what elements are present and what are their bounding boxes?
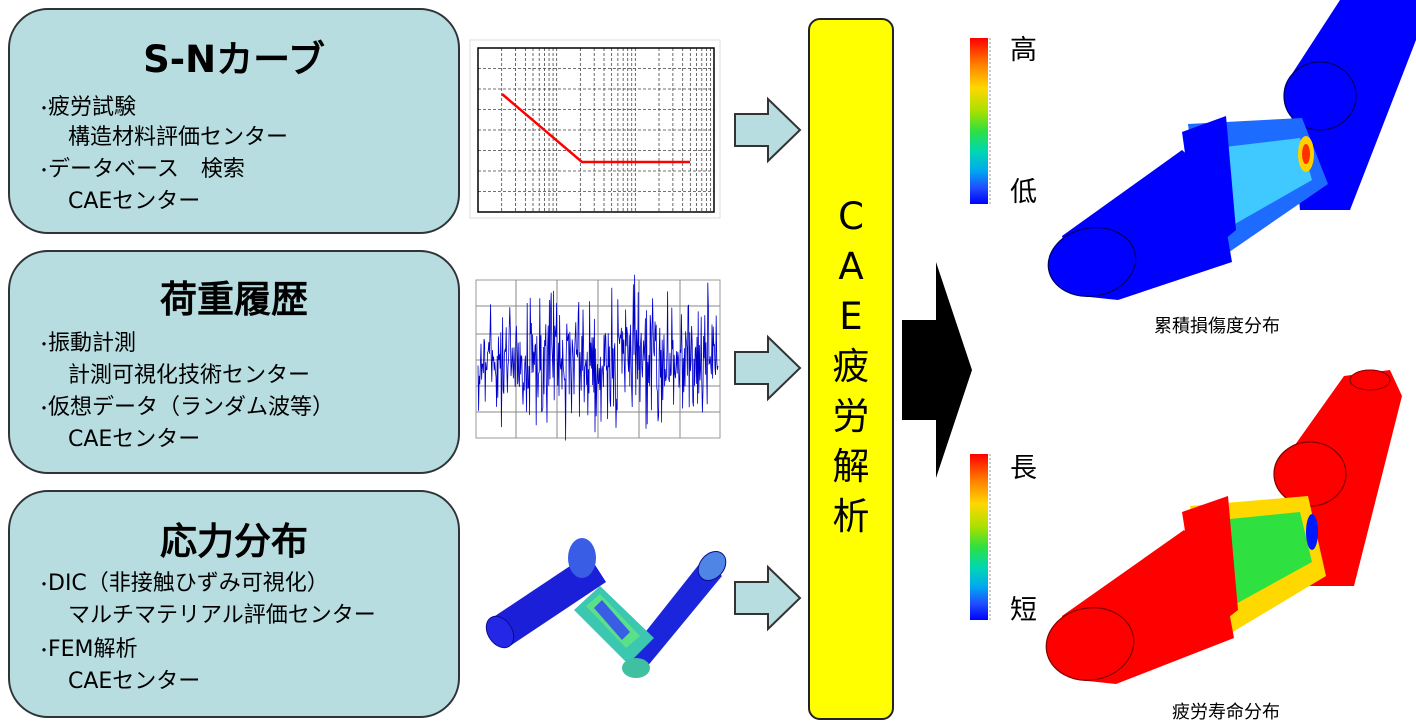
- load-line-3: 仮想データ（ランダム波等）: [36, 394, 334, 423]
- input-arrow-load: [734, 334, 802, 402]
- sn-line-3: データベース 検索: [36, 156, 245, 185]
- input-arrow-stress: [734, 564, 802, 632]
- output-arrow: [902, 262, 972, 478]
- damage-high-label: 高: [1010, 35, 1037, 66]
- cae-fatigue-analysis-box: C A E 疲 労 解 析: [808, 18, 894, 720]
- sn-curve-graph: [469, 39, 721, 219]
- fatigue-life-caption: 疲労寿命分布: [1172, 702, 1280, 723]
- cae-char-7: 析: [832, 495, 870, 538]
- cumulative-damage-model: [1047, 0, 1416, 300]
- cae-char-3: E: [839, 295, 863, 338]
- stress-distribution-panel: 応力分布 DIC（非接触ひずみ可視化） マルチマテリアル評価センター FEM解析…: [8, 490, 460, 718]
- stress-distribution-title: 応力分布: [160, 520, 308, 563]
- random-load-signal: [477, 274, 719, 441]
- sn-line-4: CAEセンター: [68, 189, 201, 214]
- sn-line-1: 疲労試験: [36, 94, 136, 123]
- load-line-1: 振動計測: [36, 330, 136, 359]
- life-low-label: 短: [1010, 595, 1037, 626]
- cae-char-6: 解: [832, 445, 870, 488]
- sn-curve-title: S-Nカーブ: [143, 38, 325, 81]
- cumulative-damage-caption: 累積損傷度分布: [1154, 316, 1280, 337]
- damage-color-scale: [970, 38, 991, 204]
- stress-line-1: DIC（非接触ひずみ可視化）: [36, 570, 329, 599]
- stress-line-2: マルチマテリアル評価センター: [68, 603, 376, 628]
- cae-char-2: A: [838, 245, 864, 288]
- life-color-scale: [970, 454, 991, 620]
- load-line-2: 計測可視化技術センター: [68, 363, 311, 388]
- fem-model-image: [485, 538, 727, 678]
- cae-char-4: 疲: [832, 345, 870, 388]
- life-high-label: 長: [1010, 453, 1037, 484]
- load-history-title: 荷重履歴: [160, 278, 308, 321]
- damage-low-label: 低: [1010, 177, 1037, 208]
- stress-line-4: CAEセンター: [68, 669, 201, 694]
- cae-char-5: 労: [832, 395, 870, 438]
- fatigue-life-model: [1045, 369, 1402, 684]
- sn-curve-panel: S-Nカーブ 疲労試験 構造材料評価センター データベース 検索 CAEセンター: [8, 8, 460, 234]
- load-line-4: CAEセンター: [68, 427, 201, 452]
- stress-line-3: FEM解析: [36, 636, 138, 665]
- sn-curve-line: [501, 93, 690, 164]
- cae-fatigue-analysis-label: C A E 疲 労 解 析: [810, 192, 892, 542]
- load-history-panel: 荷重履歴 振動計測 計測可視化技術センター 仮想データ（ランダム波等） CAEセ…: [8, 250, 460, 474]
- cae-char-1: C: [838, 195, 864, 238]
- sn-line-2: 構造材料評価センター: [68, 125, 289, 150]
- input-arrow-sn: [734, 96, 802, 164]
- load-history-graph: [475, 274, 721, 441]
